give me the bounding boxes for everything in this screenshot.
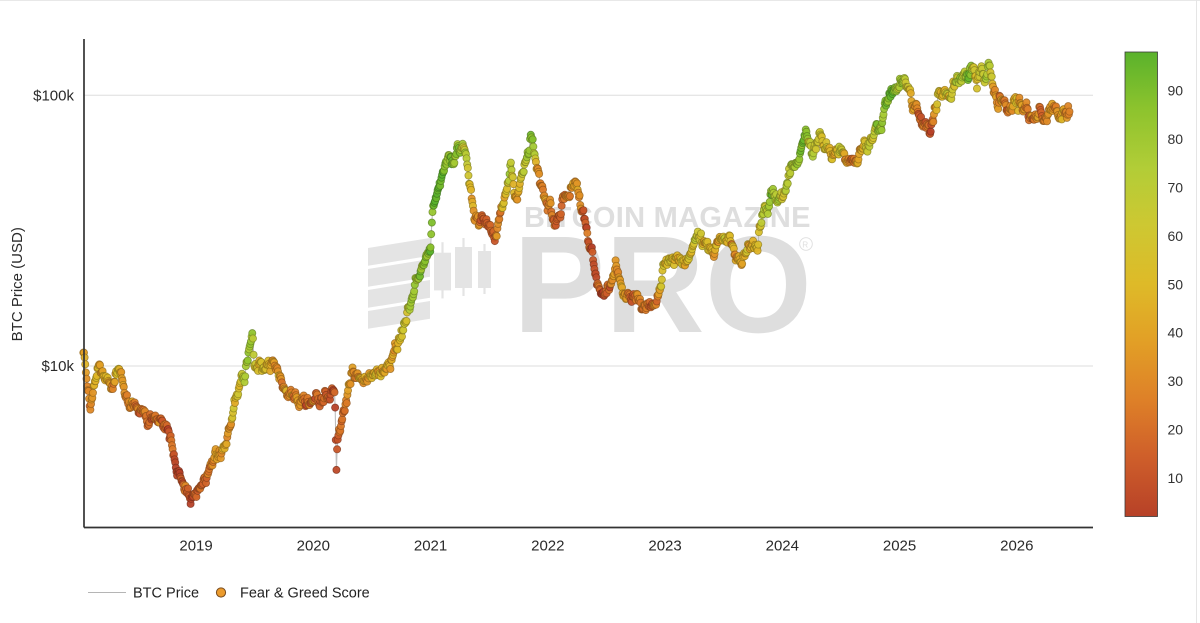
svg-text:10: 10 (1168, 470, 1184, 486)
svg-text:Fear & Greed Score: Fear & Greed Score (240, 586, 370, 602)
svg-text:40: 40 (1168, 325, 1184, 341)
svg-text:$10k: $10k (41, 358, 74, 375)
svg-text:2025: 2025 (883, 538, 916, 555)
svg-text:60: 60 (1168, 228, 1184, 244)
svg-text:20: 20 (1168, 421, 1184, 437)
svg-text:2023: 2023 (648, 538, 681, 555)
svg-text:2024: 2024 (766, 538, 799, 555)
svg-text:2022: 2022 (531, 538, 564, 555)
svg-text:$100k: $100k (33, 87, 74, 104)
svg-text:50: 50 (1168, 276, 1184, 292)
svg-text:70: 70 (1168, 179, 1184, 195)
svg-text:90: 90 (1168, 83, 1184, 99)
svg-text:2019: 2019 (179, 538, 212, 555)
svg-text:R: R (802, 240, 808, 249)
svg-text:2026: 2026 (1000, 538, 1033, 555)
svg-text:2020: 2020 (297, 538, 330, 555)
svg-text:80: 80 (1168, 131, 1184, 147)
svg-text:BTC Price (USD): BTC Price (USD) (9, 227, 26, 341)
svg-text:2021: 2021 (414, 538, 447, 555)
svg-text:30: 30 (1168, 373, 1184, 389)
svg-text:BTC Price: BTC Price (133, 586, 199, 602)
